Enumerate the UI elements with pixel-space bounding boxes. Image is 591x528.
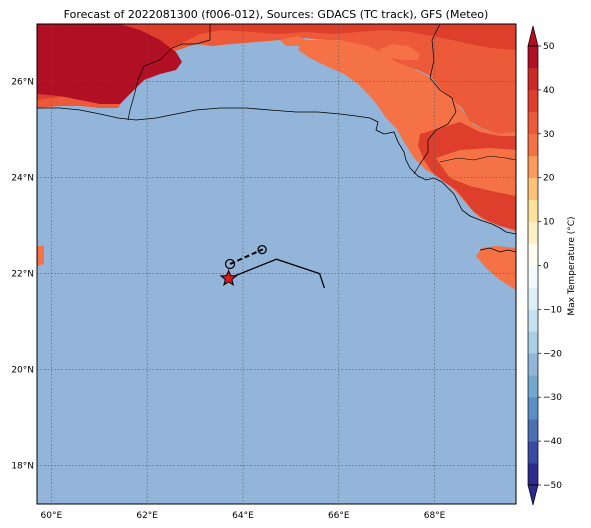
current-position-star: [219, 268, 238, 287]
x-axis-ticks: 60°E 62°E 64°E 66°E 68°E: [41, 511, 446, 521]
colorbar-segment: [528, 111, 538, 135]
chart-title: Forecast of 2022081300 (f006-012), Sourc…: [64, 8, 489, 21]
y-tick-label: 20°N: [11, 366, 34, 376]
colorbar-segment: [528, 67, 538, 91]
x-tick-label: 66°E: [328, 511, 350, 521]
forecast-point: [224, 258, 236, 270]
forecast-point: [257, 244, 267, 255]
colorbar-segment: [528, 419, 538, 442]
colorbar-segment: [528, 221, 538, 244]
land-band-40-45: [37, 24, 182, 104]
land-band-25-30-east: [436, 148, 516, 196]
colorbar-segment: [528, 353, 538, 376]
colorbar-segment: [528, 243, 538, 266]
border-india-inner: [439, 155, 516, 163]
land-band-40-45-ne: [37, 24, 70, 36]
coastline-east: [479, 247, 516, 253]
colorbar-segment: [528, 441, 538, 464]
y-axis-ticks: 18°N 20°N 22°N 24°N 26°N: [11, 78, 34, 472]
colorbar-segment: [528, 199, 538, 222]
colorbar-tick-label: 0: [543, 262, 549, 272]
colorbar-tick-label: −10: [543, 305, 562, 315]
colorbar-segment: [528, 309, 538, 332]
border-pakistan-india: [413, 24, 457, 175]
colorbar: 50 40 30 20 10 0 −10 −20 −30 −40 −50: [527, 25, 562, 506]
forecast-point-center: [261, 248, 264, 251]
x-tick-label: 62°E: [136, 511, 158, 521]
border-iran-pakistan: [127, 24, 211, 121]
colorbar-tick-label: −20: [543, 349, 562, 359]
colorbar-tick-label: 30: [543, 130, 555, 140]
colorbar-tick-label: −30: [543, 393, 562, 403]
x-tick-label: 60°E: [41, 511, 63, 521]
forecast-track-line: [229, 248, 263, 265]
colorbar-segment: [528, 46, 538, 69]
colorbar-segment: [528, 375, 538, 398]
colorbar-segment: [528, 155, 538, 178]
x-tick-label: 68°E: [424, 511, 446, 521]
colorbar-segment: [528, 265, 538, 288]
map-frame: [36, 23, 517, 505]
colorbar-tick-label: −40: [543, 437, 562, 447]
colorbar-tick-label: −50: [543, 481, 562, 491]
land-band-35-40-sw: [37, 246, 44, 266]
land-band-30-35-sw: [378, 44, 420, 60]
colorbar-extend-max: [527, 25, 539, 47]
colorbar-segment: [528, 89, 538, 113]
colorbar-label: Max Temperature (°C): [567, 216, 577, 315]
map-area: [37, 24, 516, 504]
colorbar-segment: [528, 287, 538, 310]
colorbar-segment: [528, 331, 538, 354]
land-band-30-35-patch: [280, 36, 306, 46]
colorbar-segment: [528, 177, 538, 200]
x-tick-label: 64°E: [232, 511, 254, 521]
coastline: [37, 107, 516, 235]
colorbar-extend-min: [527, 484, 539, 506]
grid-lines: [37, 24, 516, 504]
tc-track: [219, 244, 326, 289]
colorbar-tick-label: 20: [543, 174, 555, 184]
colorbar-segment: [528, 133, 538, 157]
y-tick-label: 18°N: [11, 462, 34, 472]
colorbar-segment: [528, 397, 538, 420]
colorbar-segment: [528, 463, 538, 486]
y-tick-label: 22°N: [11, 270, 34, 280]
track-line: [228, 258, 326, 289]
colorbar-tick-label: 40: [543, 86, 555, 96]
y-tick-label: 26°N: [11, 78, 34, 88]
colorbar-tick-label: 10: [543, 218, 555, 228]
y-tick-label: 24°N: [11, 174, 34, 184]
colorbar-tick-label: 50: [543, 42, 555, 52]
